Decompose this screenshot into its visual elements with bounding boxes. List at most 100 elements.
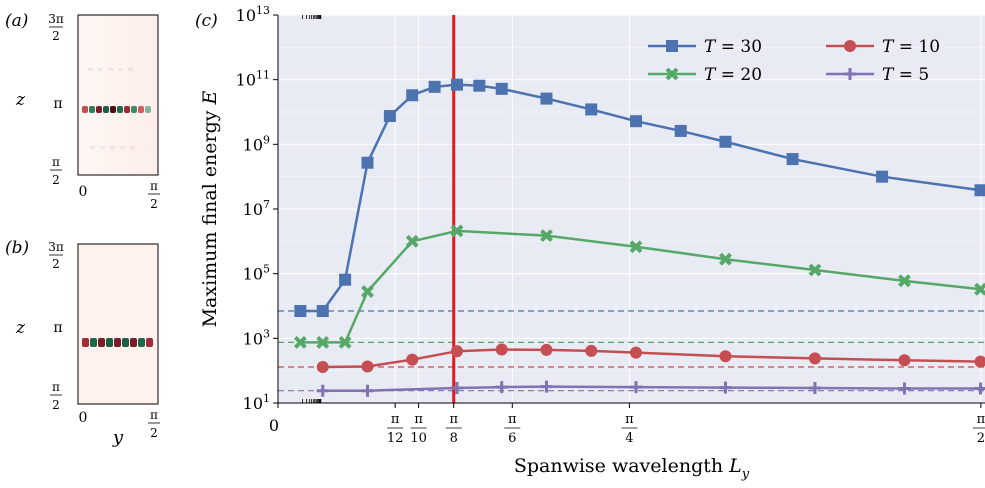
panel-a-tick-y-left: 0	[79, 184, 88, 200]
y-tick-label: 101	[243, 392, 270, 413]
x-tick-label-numerator: π	[508, 412, 517, 427]
series-line-T=30	[300, 83, 981, 313]
data-point-T=30	[361, 156, 374, 169]
data-point-T=30	[974, 184, 985, 197]
data-point-T=10	[406, 353, 419, 366]
panel-b-tick-y-left: 0	[79, 410, 88, 426]
panel-b-tick-z-bot-den: 2	[52, 398, 60, 412]
data-point-T=30	[383, 110, 396, 123]
panel-b-tick-z-mid: π	[53, 320, 62, 336]
data-point-T=10	[898, 354, 911, 367]
x-tick-label-denominator: 2	[977, 431, 985, 446]
series-line-T=10	[322, 348, 981, 369]
panel-a-tick-z-top-num: 3π	[48, 12, 64, 26]
data-point-T=5	[540, 380, 553, 393]
panel-b-tick-y-right-num: π	[150, 408, 158, 422]
data-point-T=20	[361, 285, 374, 298]
x-tick-label-numerator: π	[414, 412, 423, 427]
panel-b-tick-z-top-den: 2	[52, 257, 60, 271]
data-point-T=10	[450, 345, 463, 358]
legend-marker-T=30	[666, 40, 678, 52]
panel-a-stripes	[82, 68, 151, 149]
legend-label-T=5: T = 5	[882, 65, 929, 85]
data-point-T=30	[428, 80, 441, 93]
data-point-T=5	[808, 382, 821, 395]
data-point-T=30	[294, 305, 307, 318]
data-point-T=30	[473, 79, 486, 92]
data-point-T=30	[629, 115, 642, 128]
panel-b-tick-z-bot-num: π	[52, 380, 60, 394]
data-point-T=30	[876, 170, 889, 183]
panel-a-label: (a)	[5, 11, 28, 31]
data-point-T=10	[585, 344, 598, 357]
data-point-T=5	[629, 381, 642, 394]
panel-a-tick-z-top-den: 2	[52, 29, 60, 43]
data-point-T=20	[540, 229, 553, 243]
series-line-T=5	[322, 385, 981, 392]
panel-c-label: (c)	[195, 11, 218, 31]
data-point-T=20	[808, 263, 822, 277]
series-line-T=20	[300, 229, 981, 344]
data-point-T=20	[629, 240, 643, 254]
x-tick-label-numerator: π	[977, 412, 985, 427]
panel-a-tick-y-right-num: π	[150, 179, 158, 193]
data-point-T=30	[719, 135, 732, 148]
x-axis-label: Spanwise wavelength Ly	[514, 455, 750, 482]
data-point-T=10	[316, 360, 329, 373]
panel-a-tick-z-mid: π	[53, 96, 62, 112]
data-point-T=20	[405, 234, 419, 248]
data-point-T=10	[719, 350, 732, 363]
panel-b-stripes	[82, 338, 153, 347]
x-tick-label-numerator: π	[449, 412, 458, 427]
data-point-T=20	[316, 335, 330, 349]
data-point-T=30	[339, 273, 352, 286]
data-point-T=20	[450, 224, 464, 238]
x-tick-label: 0	[269, 416, 279, 435]
data-point-T=5	[450, 382, 463, 395]
legend-label-T=30: T = 30	[704, 37, 762, 57]
panel-b: (b) z 3π 2 π π 2 0 π 2 y	[5, 238, 160, 448]
panel-a-tick-z-bot-den: 2	[52, 173, 60, 187]
data-point-T=30	[406, 89, 419, 102]
data-point-T=5	[316, 384, 329, 397]
y-tick-label: 1013	[236, 4, 270, 25]
data-point-T=10	[495, 343, 508, 356]
legend-marker-T=5	[844, 68, 856, 80]
data-point-T=30	[495, 82, 508, 95]
panel-b-tick-z-top-num: 3π	[48, 240, 64, 254]
data-point-T=20	[293, 335, 307, 349]
data-point-T=20	[898, 274, 911, 288]
panel-b-y-label: y	[112, 427, 124, 448]
data-point-T=10	[361, 360, 374, 373]
panel-a-tick-z-bot-num: π	[52, 155, 60, 169]
y-tick-label: 109	[243, 133, 270, 154]
data-point-T=30	[540, 92, 553, 105]
y-axis-label: Maximum final energy E	[199, 90, 221, 327]
legend-label-T=10: T = 10	[882, 37, 940, 57]
panel-b-label: (b)	[5, 238, 29, 258]
panel-b-heatmap	[77, 243, 159, 405]
energy-chart: 101 103 105 107 109 1011 1013 0 π 12 π 10 π 8 π 6 π 4 π 2 Sp…	[199, 4, 985, 482]
data-point-T=5	[361, 384, 374, 397]
data-point-T=5	[495, 381, 508, 394]
legend-marker-T=10	[844, 40, 856, 52]
data-point-T=10	[629, 346, 642, 359]
y-tick-label: 105	[243, 263, 270, 284]
panel-b-z-label: z	[15, 318, 26, 338]
data-point-T=30	[786, 153, 799, 166]
x-tick-label-numerator: π	[391, 412, 400, 427]
data-point-T=5	[898, 382, 911, 395]
data-point-T=30	[450, 78, 463, 91]
panel-a-z-label: z	[15, 90, 26, 110]
y-tick-label: 107	[243, 198, 270, 219]
data-point-T=10	[540, 343, 553, 356]
data-point-T=10	[974, 355, 985, 368]
x-tick-label-denominator: 10	[410, 431, 427, 446]
panel-b-tick-y-right-den: 2	[150, 426, 158, 440]
x-tick-label-numerator: π	[625, 412, 634, 427]
data-point-T=20	[974, 282, 985, 296]
data-point-T=20	[719, 252, 732, 266]
panel-a-heatmap	[77, 14, 159, 176]
x-tick-label-denominator: 6	[508, 431, 516, 446]
